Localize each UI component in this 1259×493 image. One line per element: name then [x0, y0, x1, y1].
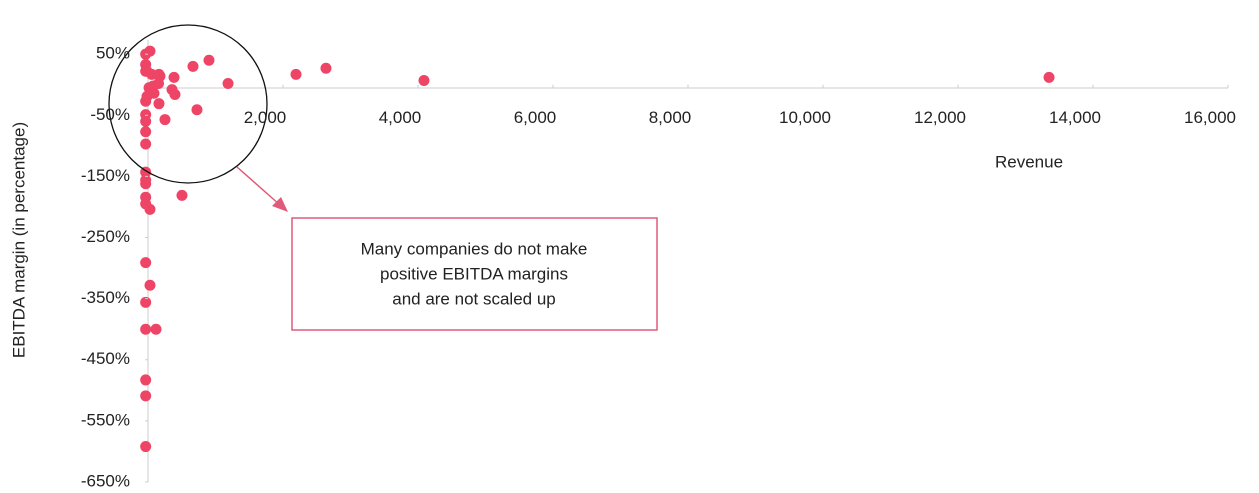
y-tick-label: -550%	[81, 410, 130, 429]
point	[159, 114, 171, 126]
point	[140, 126, 152, 138]
point	[140, 374, 152, 386]
y-tick-label: -50%	[90, 105, 130, 124]
highlight-circle	[108, 24, 268, 184]
arrow	[236, 166, 281, 206]
annotation-line: Many companies do not make	[361, 239, 588, 258]
annotation-line: and are not scaled up	[392, 289, 556, 308]
y-tick-label: 50%	[96, 44, 130, 63]
point	[140, 178, 152, 190]
point	[140, 441, 152, 453]
point	[169, 89, 181, 101]
point	[144, 203, 156, 215]
point	[143, 82, 155, 94]
point	[203, 54, 215, 66]
point	[176, 189, 188, 201]
points	[140, 45, 1055, 453]
x-tick-label: 6,000	[514, 108, 557, 127]
point	[418, 74, 430, 86]
point	[150, 323, 162, 335]
y-tick-label: -450%	[81, 349, 130, 368]
y-axis-title: EBITDA margin (in percentage)	[9, 122, 28, 358]
y-tick-label: -650%	[81, 471, 130, 490]
point	[168, 71, 180, 83]
x-axis-title: Revenue	[995, 152, 1063, 171]
point	[320, 62, 332, 74]
x-tick-label: 8,000	[649, 108, 692, 127]
point	[140, 323, 152, 335]
point	[140, 138, 152, 150]
point	[153, 98, 165, 110]
x-tick-label: 12,000	[914, 108, 966, 127]
point	[1043, 71, 1055, 83]
y-tick-label: -150%	[81, 166, 130, 185]
point	[140, 390, 152, 402]
y-tick-label: -250%	[81, 227, 130, 246]
point	[191, 104, 203, 116]
x-tick-label: 10,000	[779, 108, 831, 127]
x-tick-label: 14,000	[1049, 108, 1101, 127]
annotation-line: positive EBITDA margins	[380, 264, 568, 283]
y-tick-label: -350%	[81, 288, 130, 307]
point	[140, 257, 152, 269]
point	[140, 296, 152, 308]
point	[140, 95, 152, 107]
point	[144, 279, 156, 291]
x-tick-label: 2,000	[244, 108, 287, 127]
x-tick-label: 4,000	[379, 108, 422, 127]
annotation-box	[291, 217, 658, 331]
point	[140, 115, 152, 127]
point	[222, 78, 234, 90]
x-tick-label: 16,000	[1184, 108, 1236, 127]
point	[290, 68, 302, 80]
arrow-head	[272, 197, 288, 212]
point	[187, 60, 199, 72]
